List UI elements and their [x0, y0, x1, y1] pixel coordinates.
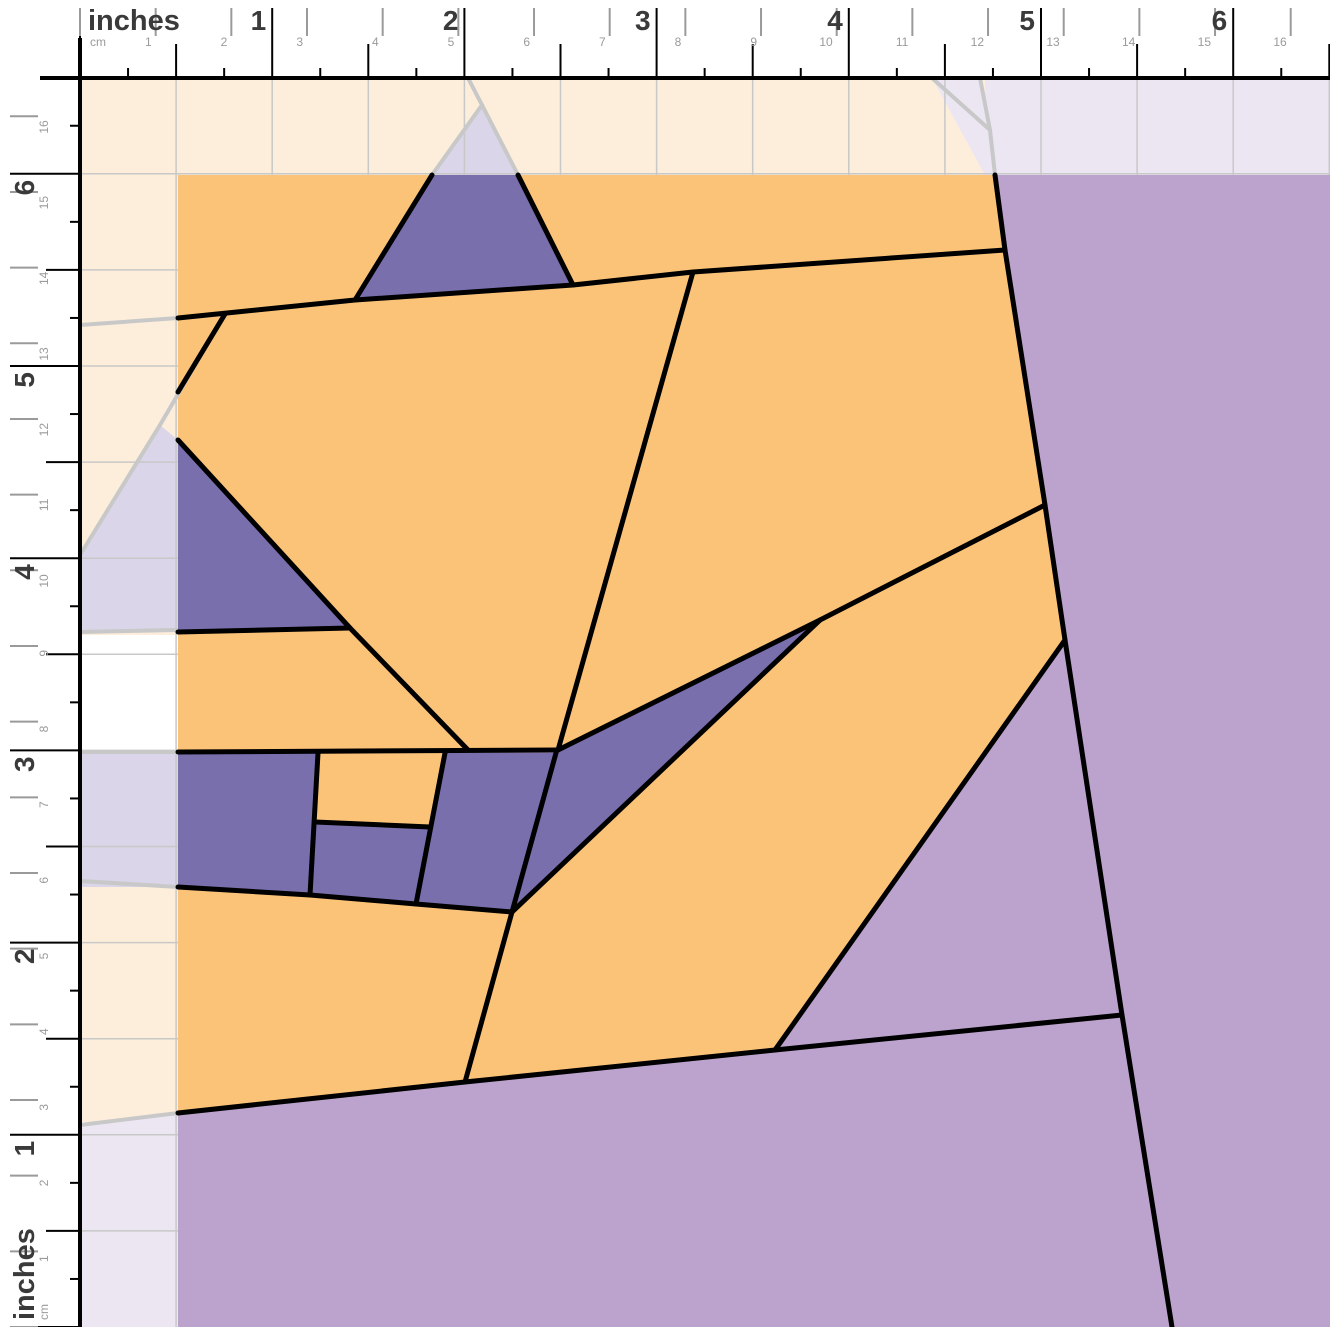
piece-left-upper-area	[178, 250, 1045, 750]
allowance-lines	[78, 76, 997, 1127]
allowance-left-orange-2	[80, 887, 178, 1122]
seam-lines	[175, 172, 1175, 1327]
piece-center-large	[465, 505, 1065, 1082]
left-cm-number: 11	[37, 498, 51, 511]
top-cm-unit-label: cm	[90, 35, 106, 49]
left-cm-number: 15	[37, 196, 51, 210]
left-cm-number: 13	[37, 347, 51, 361]
top-cm-number: 13	[1046, 35, 1060, 49]
top-cm-number: 8	[675, 35, 682, 49]
top-inch-number: 4	[827, 5, 843, 36]
left-cm-unit-label: cm	[37, 1304, 51, 1320]
seam-allowance-area	[80, 78, 1330, 1327]
top-cm-number: 5	[448, 35, 455, 49]
piece-left-rect	[178, 752, 318, 895]
top-cm-number: 1	[145, 35, 152, 49]
left-inch-number: 5	[9, 372, 40, 388]
left-inch-unit-label: inches	[9, 1228, 41, 1320]
left-cm-number: 12	[37, 423, 51, 437]
allowance-left-dark-triangle	[80, 425, 178, 632]
left-inch-number: 1	[9, 1141, 40, 1157]
left-cm-number: 7	[37, 801, 51, 808]
top-cm-number: 10	[819, 35, 833, 49]
allowance-top-dark-triangle	[432, 105, 518, 175]
rulers: 1 2 3 4 5 61 2 3 4 5 6 7 8 9 10 11 12 13 14 15 16inchescm123…	[9, 5, 1330, 1327]
top-inch-number: 5	[1019, 5, 1035, 36]
left-cm-number: 2	[37, 1179, 51, 1186]
left-cm-number: 3	[37, 1104, 51, 1111]
left-inch-number: 6	[9, 180, 40, 196]
top-cm-number: 3	[296, 35, 303, 49]
piece-left-middle-strip	[178, 628, 468, 752]
top-inch-number: 2	[443, 5, 459, 36]
top-cm-number: 6	[523, 35, 530, 49]
top-inch-number: 3	[635, 5, 651, 36]
left-cm-number: 8	[37, 725, 51, 732]
left-cm-number: 9	[37, 650, 51, 657]
top-cm-number: 14	[1122, 35, 1136, 49]
left-cm-number: 4	[37, 1028, 51, 1035]
left-cm-number: 5	[37, 952, 51, 959]
left-cm-number: 1	[37, 1255, 51, 1262]
piece-small-lower-rect	[310, 822, 430, 904]
left-inch-number: 4	[9, 564, 40, 580]
left-cm-number: 6	[37, 877, 51, 884]
allowance-top-orange	[80, 78, 995, 175]
top-cm-number: 15	[1198, 35, 1212, 49]
left-inch-number: 3	[9, 756, 40, 772]
allowance-top-purple	[985, 78, 1330, 175]
top-cm-number: 12	[971, 35, 985, 49]
top-cm-number: 16	[1273, 35, 1287, 49]
piece-small-square	[315, 753, 445, 827]
piece-top-triangle	[355, 175, 573, 300]
left-cm-number: 14	[37, 271, 51, 285]
left-cm-number: 10	[37, 574, 51, 588]
piece-lower-left	[178, 887, 512, 1113]
top-cm-number: 9	[750, 35, 757, 49]
top-cm-number: 4	[372, 35, 379, 49]
top-inch-unit-label: inches	[88, 5, 180, 37]
top-inch-number: 6	[1212, 5, 1228, 36]
allowance-left-dark-rect	[80, 752, 178, 887]
allowance-left-purple	[80, 1113, 178, 1327]
left-inch-number: 2	[9, 949, 40, 965]
left-cm-number: 16	[37, 120, 51, 134]
top-cm-number: 11	[896, 35, 909, 49]
top-inch-number: 1	[251, 5, 267, 36]
top-cm-number: 2	[221, 35, 228, 49]
allowance-top-right-purple	[932, 78, 995, 175]
top-cm-number: 7	[599, 35, 606, 49]
piece-right-triangle	[775, 640, 1122, 1050]
